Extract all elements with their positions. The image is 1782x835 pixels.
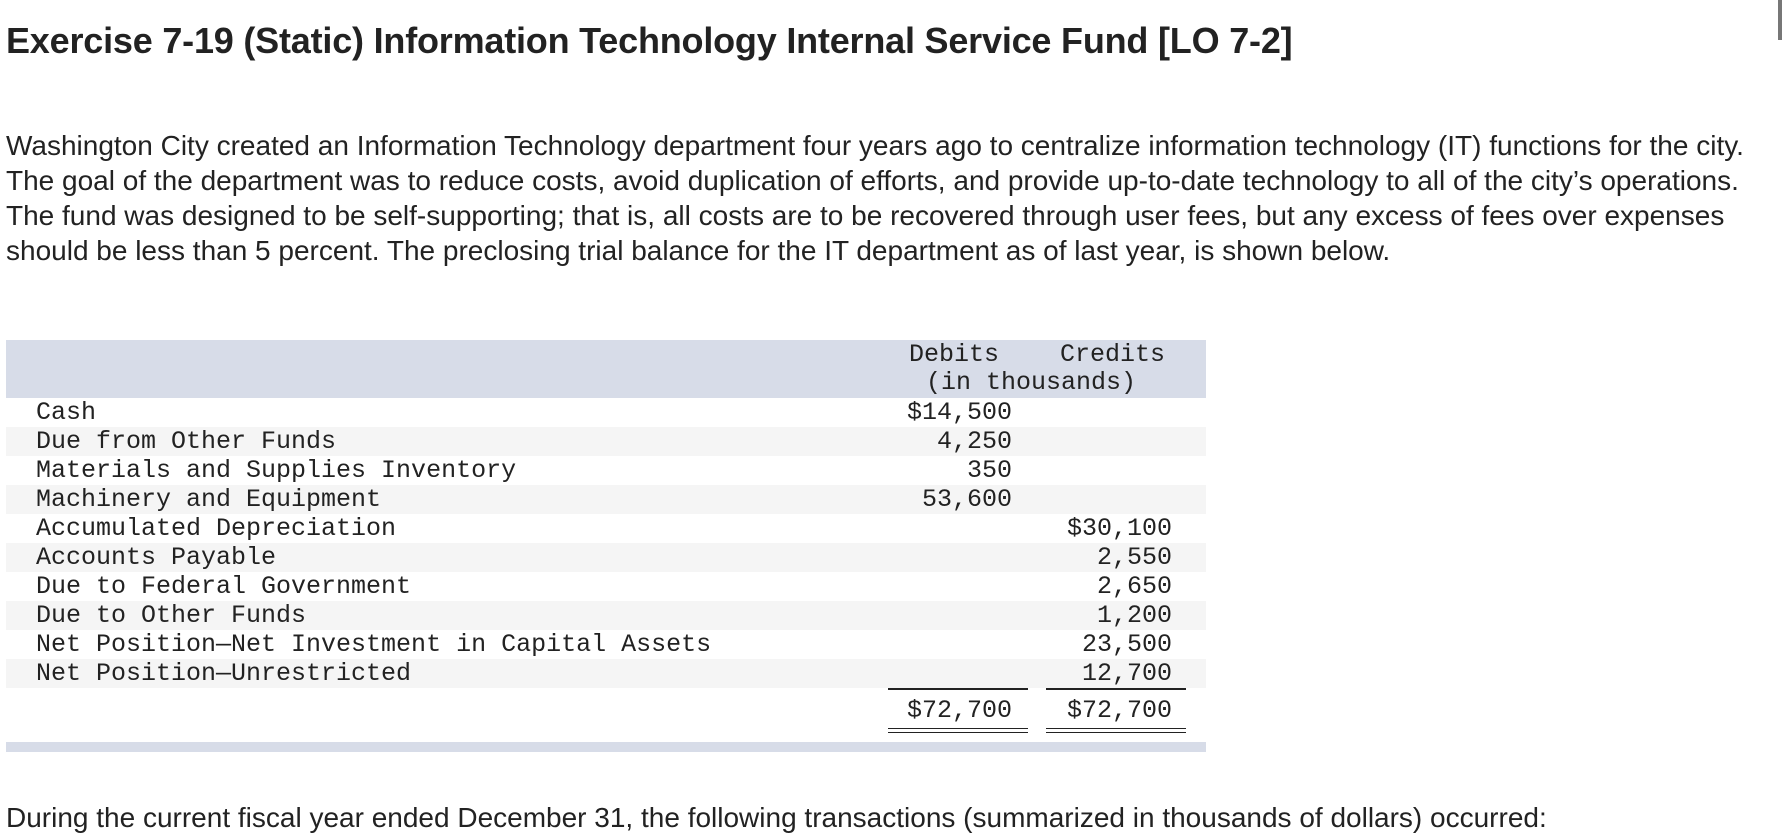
account-name: Net Position—Net Investment in Capital A… [36,630,712,659]
credits-header: Credits [1060,340,1166,369]
debits-header: Debits [909,340,1000,369]
credit-amount: 12,700 [1081,659,1172,688]
credit-subtotal-rule [1046,688,1186,690]
debit-subtotal-rule [888,688,1028,690]
account-name: Net Position—Unrestricted [36,659,412,688]
table-row: Cash $14,500 [6,398,1206,427]
credit-amount: 23,500 [1081,630,1172,659]
trial-balance-table: Debits Credits (in thousands) Cash $14,5… [6,340,1206,752]
table-row: Materials and Supplies Inventory 350 [6,456,1206,485]
total-debits: $72,700 [906,696,1012,725]
page-title: Exercise 7-19 (Static) Information Techn… [6,20,1293,61]
units-header: (in thousands) [926,368,1137,397]
account-name: Cash [36,398,97,427]
total-credits: $72,700 [1066,696,1172,725]
account-name: Due from Other Funds [36,427,337,456]
credit-amount: 2,550 [1096,543,1172,572]
totals-row: $72,700 $72,700 [6,688,1206,736]
intro-paragraph: Washington City created an Information T… [6,130,1744,266]
table-row: Accumulated Depreciation $30,100 [6,514,1206,543]
table-row: Machinery and Equipment 53,600 [6,485,1206,514]
debit-amount: $14,500 [906,398,1012,427]
credit-amount: $30,100 [1066,514,1172,543]
table-row: Due to Federal Government 2,650 [6,572,1206,601]
table-header: Debits Credits (in thousands) [6,340,1206,398]
account-name: Machinery and Equipment [36,485,382,514]
credit-total-double-rule [1046,728,1186,733]
debit-amount: 4,250 [936,427,1012,456]
account-name: Due to Federal Government [36,572,412,601]
scrollbar-thumb[interactable] [1778,0,1782,40]
credit-amount: 2,650 [1096,572,1172,601]
table-footer-bar [6,742,1206,752]
credit-amount: 1,200 [1096,601,1172,630]
table-row: Net Position—Unrestricted 12,700 [6,659,1206,688]
transactions-intro: During the current fiscal year ended Dec… [6,802,1547,833]
account-name: Materials and Supplies Inventory [36,456,517,485]
table-row: Due from Other Funds 4,250 [6,427,1206,456]
table-row: Net Position—Net Investment in Capital A… [6,630,1206,659]
account-name: Due to Other Funds [36,601,307,630]
table-row: Due to Other Funds 1,200 [6,601,1206,630]
account-name: Accumulated Depreciation [36,514,397,543]
debit-amount: 53,600 [921,485,1012,514]
table-row: Accounts Payable 2,550 [6,543,1206,572]
debit-amount: 350 [966,456,1012,485]
debit-total-double-rule [888,728,1028,733]
account-name: Accounts Payable [36,543,277,572]
